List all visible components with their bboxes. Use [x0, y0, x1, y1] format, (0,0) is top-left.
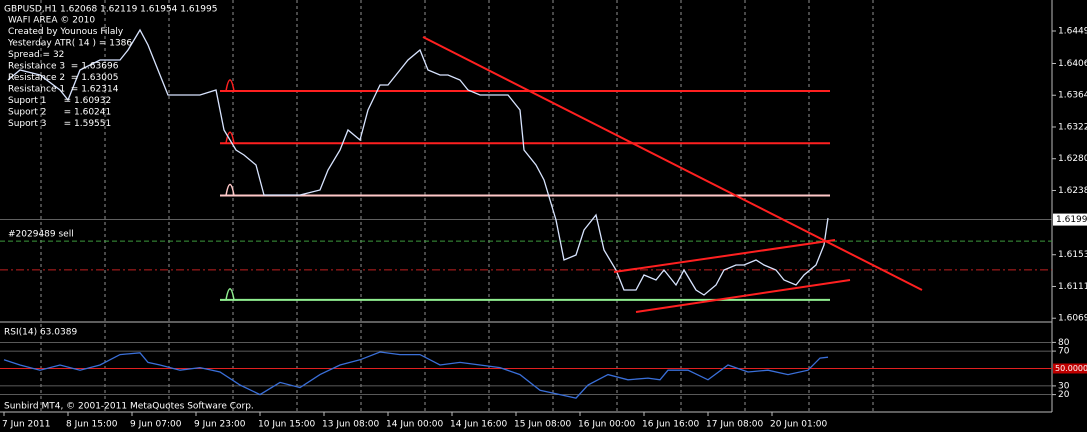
info-line: Yesterday ATR( 14 ) = 1386	[7, 39, 132, 49]
trend-line	[422, 36, 923, 291]
y-tick-label: 30	[1058, 381, 1070, 391]
x-tick-label: 7 Jun 2011	[2, 420, 50, 430]
y-tick-label: 1.63220	[1058, 122, 1087, 132]
y-tick-label: 1.61530	[1058, 250, 1087, 260]
x-tick-label: 10 Jun 15:00	[258, 420, 315, 430]
footer: Sunbird MT4, © 2001-2011 MetaQuotes Soft…	[4, 402, 254, 412]
rsi-title: RSI(14) 63.0389	[4, 328, 77, 338]
channel-line	[635, 279, 851, 313]
chart-title: GBPUSD,H1 1.62068 1.62119 1.61954 1.6199…	[4, 5, 217, 15]
y-tick-label: 1.64490	[1058, 26, 1087, 36]
info-line: Resistance 1 = 1.62314	[8, 85, 119, 95]
x-tick-label: 16 Jun 00:00	[578, 420, 635, 430]
x-tick-label: 9 Jun 23:00	[194, 420, 246, 430]
y-tick-label: 80	[1058, 338, 1070, 348]
price-line	[3, 351, 829, 399]
channel-line	[613, 239, 836, 273]
x-tick-label: 16 Jun 16:00	[642, 420, 699, 430]
y-tick-label: 1.62380	[1058, 186, 1087, 196]
order-label: #2029489 sell	[8, 230, 74, 240]
info-line: Resistance 2 = 1.63005	[8, 73, 118, 83]
info-line: Suport 3 = 1.59551	[8, 119, 111, 129]
price-panel: #2029489 sell	[0, 28, 1052, 301]
rsi-panel	[0, 341, 1052, 399]
info-line: Created by Younous Filaly	[8, 27, 124, 37]
y-tick-label: 1.62800	[1058, 154, 1087, 164]
grid	[40, 0, 874, 412]
info-line: Resistance 3 = 1.63696	[8, 62, 119, 72]
price-box-label: 1.61995	[1056, 215, 1087, 225]
y-tick-label: 1.61110	[1058, 282, 1087, 292]
midline-label: 50.0000	[1055, 364, 1087, 373]
y-tick-label: 70	[1058, 347, 1070, 357]
x-tick-label: 13 Jun 08:00	[322, 420, 379, 430]
price-line	[7, 28, 829, 296]
info-line: Suport 1 = 1.60932	[8, 96, 111, 106]
x-tick-label: 14 Jun 16:00	[450, 420, 507, 430]
x-tick-label: 14 Jun 00:00	[386, 420, 443, 430]
info-line: WAFI AREA © 2010	[8, 16, 95, 26]
x-tick-label: 9 Jun 07:00	[130, 420, 182, 430]
midline-box	[1053, 363, 1087, 374]
x-tick-label: 15 Jun 08:00	[514, 420, 571, 430]
x-tick-label: 8 Jun 15:00	[66, 420, 118, 430]
info-line: Suport 2 = 1.60241	[8, 108, 111, 118]
y-tick-label: 20	[1058, 390, 1070, 400]
y-tick-label: 1.64060	[1058, 59, 1087, 69]
info-line: Spread = 32	[8, 50, 64, 60]
y-tick-label: 1.63640	[1058, 91, 1087, 101]
x-tick-label: 17 Jun 08:00	[706, 420, 763, 430]
y-tick-label: 1.60690	[1058, 314, 1087, 324]
x-tick-label: 20 Jun 01:00	[770, 420, 827, 430]
price-box	[1053, 213, 1087, 226]
